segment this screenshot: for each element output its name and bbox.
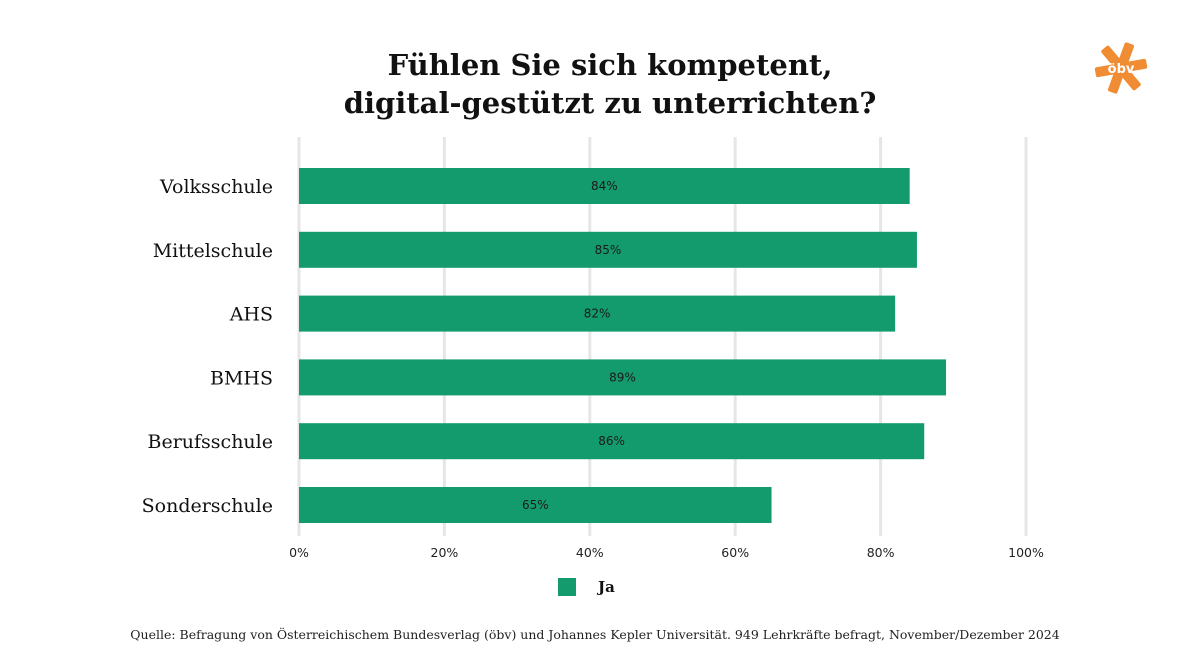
bar-value-label: 85% xyxy=(595,243,622,257)
bar xyxy=(299,231,917,268)
legend-label: Ja xyxy=(598,578,615,596)
bar-value-label: 86% xyxy=(598,434,625,448)
bar xyxy=(299,487,772,523)
category-label: BMHS xyxy=(210,367,273,389)
x-tick-label: 20% xyxy=(431,545,459,560)
title-line-2: digital-gestützt zu unterrichten? xyxy=(343,86,877,120)
x-tick-label: 100% xyxy=(1008,545,1044,560)
star-logo-icon: öbv xyxy=(1094,42,1148,94)
source-note: Quelle: Befragung von Österreichischem B… xyxy=(130,627,1060,642)
x-tick-label: 40% xyxy=(576,545,604,560)
x-tick-label: 80% xyxy=(867,545,895,560)
x-tick-label: 60% xyxy=(721,545,749,560)
category-label: Berufsschule xyxy=(148,431,274,453)
category-label: Mittelschule xyxy=(153,240,273,262)
oebv-logo: öbv xyxy=(1094,40,1150,96)
legend-swatch xyxy=(558,578,576,596)
title-line-1: Fühlen Sie sich kompetent, xyxy=(387,48,833,82)
bar-value-label: 65% xyxy=(522,498,549,512)
category-label: Volksschule xyxy=(159,176,273,198)
bar-value-label: 82% xyxy=(584,307,611,321)
category-label: AHS xyxy=(229,304,273,326)
bar-chart: 0% 20% 40% 60% 80% 100% 84% Volksschule 85% Mitte… xyxy=(142,137,1044,560)
logo-text: öbv xyxy=(1108,62,1135,77)
bar xyxy=(299,359,947,396)
category-label: Sonderschule xyxy=(142,495,273,517)
bar xyxy=(299,168,910,204)
legend: Ja xyxy=(558,578,615,596)
bar xyxy=(299,423,925,460)
bar-value-label: 84% xyxy=(591,179,618,193)
bar xyxy=(299,295,896,332)
x-tick-label: 0% xyxy=(289,545,309,560)
chart-title: Fühlen Sie sich kompetent, digital-gestü… xyxy=(200,46,1020,122)
bar-value-label: 89% xyxy=(609,370,636,384)
